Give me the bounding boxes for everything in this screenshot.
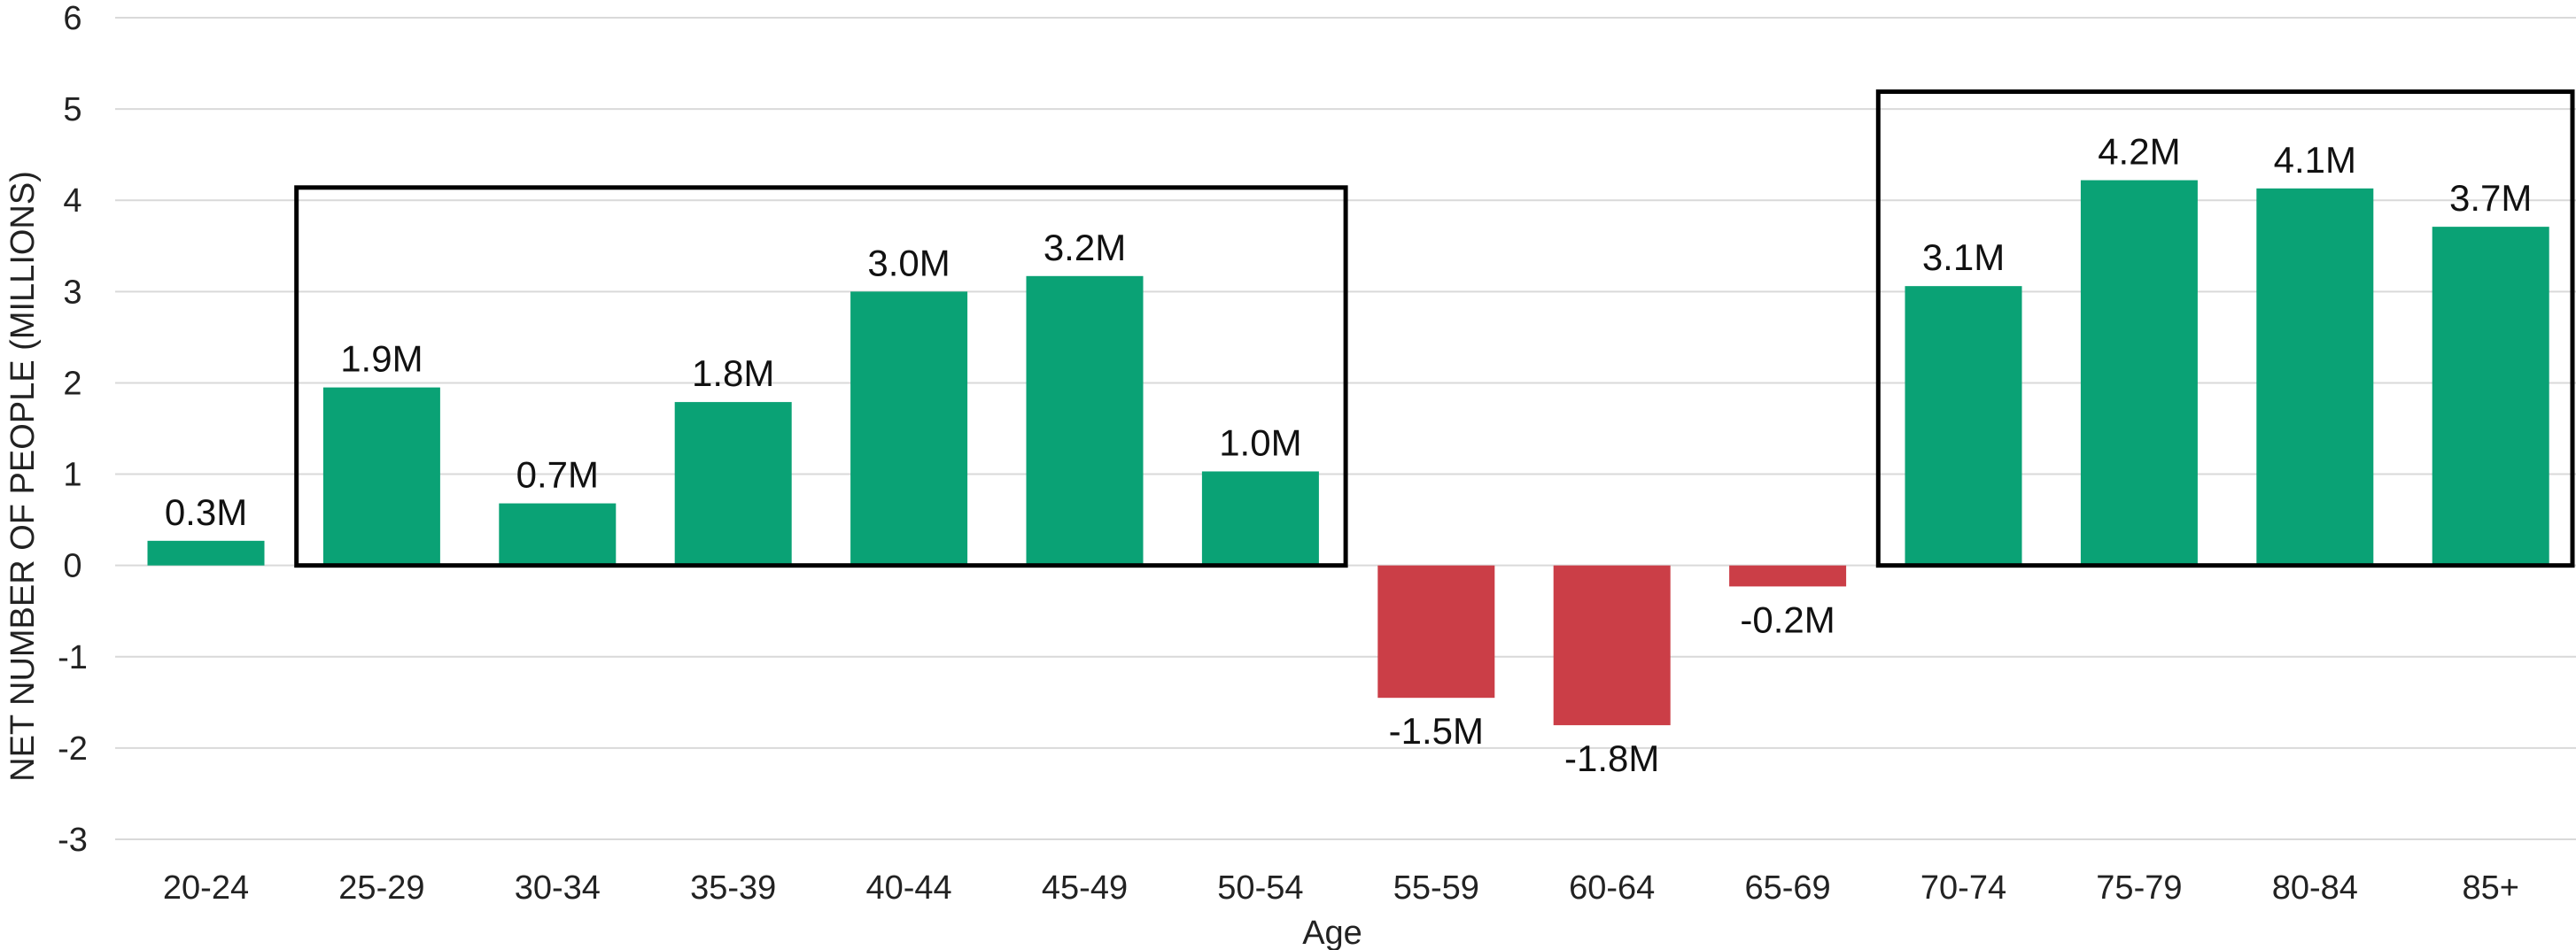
bar (2256, 188, 2374, 566)
y-axis-title: NET NUMBER OF PEOPLE (MILLIONS) (4, 171, 42, 782)
bars (147, 180, 2549, 726)
y-tick-label: 5 (63, 91, 81, 128)
data-label: 0.7M (516, 454, 599, 496)
x-tick-label: 45-49 (1042, 869, 1128, 907)
bar (1905, 286, 2022, 566)
data-label: 0.3M (165, 491, 247, 533)
x-tick-label: 80-84 (2272, 869, 2358, 907)
data-label: 1.0M (1219, 421, 1301, 463)
x-tick-label: 30-34 (515, 869, 601, 907)
y-tick-label: -1 (58, 639, 88, 676)
data-label: -1.5M (1389, 710, 1484, 752)
bar (1729, 565, 1847, 587)
bar (850, 291, 968, 566)
bar (1201, 471, 1319, 566)
y-tick-label: 4 (63, 182, 81, 220)
bar (1377, 565, 1495, 699)
data-label: 3.0M (867, 242, 950, 283)
y-tick-label: 2 (63, 365, 81, 402)
bar (2080, 180, 2198, 566)
highlight-box (294, 185, 1348, 568)
x-tick-label: 85+ (2462, 869, 2518, 907)
data-label: 1.9M (340, 338, 423, 380)
x-tick-label: 50-54 (1217, 869, 1303, 907)
y-tick-label: -2 (58, 730, 88, 768)
x-axis-title: Age (1302, 915, 1362, 950)
bar (1026, 275, 1144, 566)
data-label: -0.2M (1740, 599, 1835, 640)
x-tick-label: 75-79 (2096, 869, 2182, 907)
bar (674, 402, 792, 566)
y-tick-label: -3 (58, 822, 88, 859)
x-axis-ticks: 20-24 25-29 30-34 35-39 40-44 45-49 50-54 55-59… (163, 869, 2519, 907)
bar (1553, 565, 1671, 726)
x-tick-label: 25-29 (338, 869, 424, 907)
bar (2432, 227, 2549, 566)
highlight-box (1875, 89, 2575, 568)
bar (499, 503, 617, 566)
y-tick-label: 3 (63, 274, 81, 311)
data-label: 3.2M (1044, 227, 1126, 268)
data-label: 3.1M (1922, 236, 2005, 278)
data-labels: 0.3M 1.9M 0.7M 1.8M 3.0M 3.2M 1.0M -1.5M -1.8M -0… (165, 131, 2533, 780)
x-tick-label: 40-44 (865, 869, 951, 907)
data-label: 1.8M (692, 352, 774, 394)
data-label: 4.2M (2098, 131, 2180, 173)
y-tick-label: 6 (63, 0, 81, 37)
data-label: 4.1M (2274, 139, 2356, 181)
x-tick-label: 35-39 (690, 869, 776, 907)
x-tick-label: 55-59 (1393, 869, 1479, 907)
data-label: -1.8M (1564, 738, 1659, 779)
highlight-boxes (294, 89, 2575, 568)
x-tick-label: 60-64 (1569, 869, 1655, 907)
bar (147, 540, 265, 566)
y-axis-ticks: -3 -2 -1 0 1 2 3 4 5 6 (58, 0, 88, 859)
x-tick-label: 20-24 (163, 869, 249, 907)
x-tick-label: 70-74 (1920, 869, 2006, 907)
bar (322, 387, 440, 566)
y-tick-label: 1 (63, 457, 81, 494)
x-tick-label: 65-69 (1744, 869, 1830, 907)
data-label: 3.7M (2449, 177, 2532, 219)
y-tick-label: 0 (63, 548, 81, 585)
